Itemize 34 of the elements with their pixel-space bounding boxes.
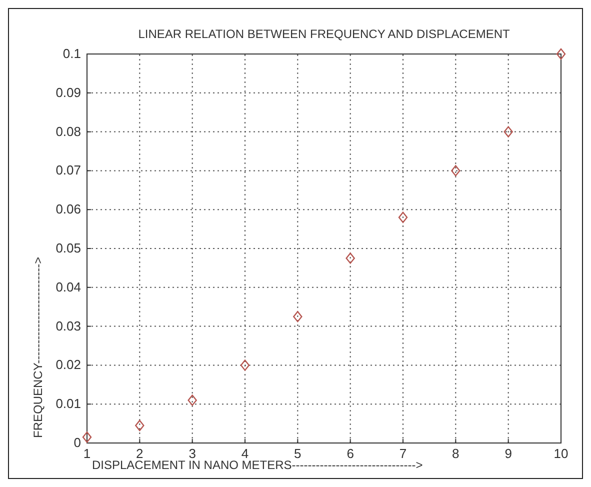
y-tick-label: 0.01 [56,396,81,412]
x-tick-label: 10 [554,446,568,461]
chart-title: LINEAR RELATION BETWEEN FREQUENCY AND DISPLACEMENT [138,27,510,41]
point [556,48,566,60]
point [240,360,250,371]
point [82,432,92,443]
point [135,420,144,432]
x-tick-label: 2 [136,446,144,461]
x-tick-label: 6 [346,446,354,461]
y-tick-label: 0.09 [56,84,81,100]
y-tick-label: 0.06 [56,202,81,217]
y-tick-label: 0.02 [56,357,81,372]
y-tick-label: 0.08 [56,124,81,139]
y-tick-label: 0.05 [56,240,81,256]
y-tick-label: 0 [74,435,81,450]
y-tick-label: 0.04 [56,279,81,294]
x-tick-label: 9 [504,446,512,461]
point [451,165,460,176]
y-tick-label: 0.07 [56,162,81,178]
x-tick-label: 7 [399,446,407,461]
x-tick-label: 5 [294,446,302,461]
point [293,310,302,322]
x-tick-label: 4 [241,446,249,461]
x-tick-label: 3 [188,446,196,461]
x-axis-title: DISPLACEMENT IN NANO METERS-------------------------------> [92,458,423,472]
y-tick-label: 0.03 [56,318,81,334]
y-tick-label: 0.1 [62,46,81,61]
x-tick-label: 1 [83,446,91,461]
point [188,394,197,406]
point [504,126,513,138]
point [346,252,355,264]
x-tick-label: 8 [452,446,460,461]
y-axis-title: FREQUENCY-------------------------> [31,256,45,438]
point [398,212,408,223]
